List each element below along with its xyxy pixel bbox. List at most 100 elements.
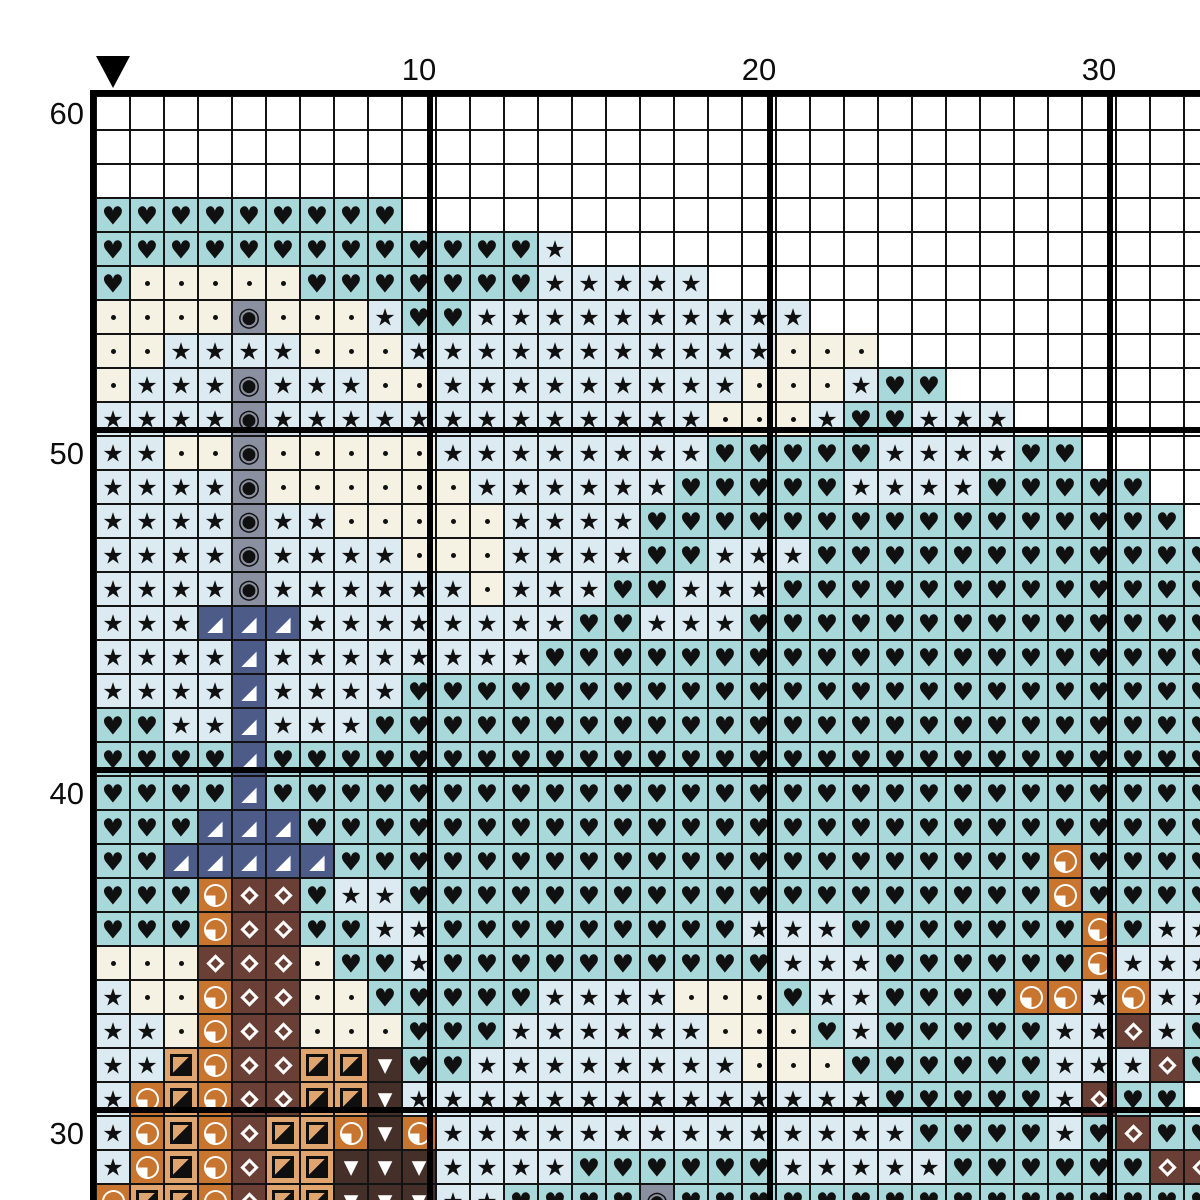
heart-symbol: ♥ [543, 813, 567, 842]
pattern-cell: ◉ [232, 538, 266, 572]
pattern-cell: ♥ [912, 368, 946, 402]
heart-symbol: ♥ [305, 235, 329, 264]
row-axis-label: 50 [49, 436, 84, 471]
star-symbol: ★ [102, 677, 124, 706]
heart-symbol: ♥ [679, 541, 703, 570]
star-symbol: ★ [714, 575, 736, 604]
star-symbol: ★ [476, 371, 498, 400]
pattern-cell: ★ [300, 640, 334, 674]
heart-symbol: ♥ [781, 813, 805, 842]
star-symbol: ★ [170, 337, 192, 366]
heart-symbol: ♥ [849, 881, 873, 910]
pattern-cell: ♥ [946, 606, 980, 640]
heart-symbol: ♥ [475, 779, 499, 808]
pattern-cell [96, 130, 130, 164]
pattern-cell: ♥ [844, 844, 878, 878]
pattern-cell [436, 470, 470, 504]
small-dot-symbol [144, 960, 150, 966]
pattern-cell [164, 1014, 198, 1048]
pattern-cell: ◉ [232, 470, 266, 504]
pattern-cell [130, 980, 164, 1014]
heart-symbol: ♥ [1155, 677, 1179, 706]
small-dot-symbol [348, 348, 354, 354]
pattern-cell: ★ [96, 436, 130, 470]
heart-symbol: ♥ [679, 1153, 703, 1182]
pattern-cell: ♥ [878, 538, 912, 572]
pattern-cell: ♥ [1048, 776, 1082, 810]
pattern-cell: ★ [130, 436, 164, 470]
heart-symbol: ♥ [985, 575, 1009, 604]
pattern-cell: ★ [674, 1048, 708, 1082]
pattern-cell: ★ [674, 606, 708, 640]
pattern-cell: ♥ [810, 470, 844, 504]
pattern-cell [1048, 844, 1082, 878]
heart-symbol: ♥ [747, 473, 771, 502]
pattern-cell [232, 912, 266, 946]
heart-symbol: ♥ [1019, 711, 1043, 740]
pattern-cell: ★ [776, 1116, 810, 1150]
pattern-cell: ♥ [980, 1184, 1014, 1200]
down-triangle-symbol: ▼ [377, 1054, 393, 1076]
pattern-cell: ♥ [776, 640, 810, 674]
pattern-cell: ♥ [844, 1048, 878, 1082]
pattern-cell [912, 164, 946, 198]
star-symbol: ★ [476, 1153, 498, 1182]
pattern-cell: ♥ [1184, 1116, 1200, 1150]
pattern-cell [334, 980, 368, 1014]
heart-symbol: ♥ [1190, 713, 1200, 738]
heart-symbol: ♥ [509, 677, 533, 706]
heart-symbol: ♥ [577, 881, 601, 910]
star-symbol: ★ [612, 473, 634, 502]
star-symbol: ★ [272, 711, 294, 740]
pattern-cell [572, 96, 606, 130]
pattern-cell: ♥ [776, 572, 810, 606]
pattern-cell [164, 1116, 198, 1150]
pattern-cell: ♥ [1014, 504, 1048, 538]
star-symbol: ★ [510, 507, 532, 536]
pattern-cell: ★ [368, 912, 402, 946]
quarter-circle-symbol [203, 917, 227, 941]
pattern-cell: ★ [164, 572, 198, 606]
pattern-cell: ★ [130, 606, 164, 640]
pattern-cell: ★ [572, 504, 606, 538]
heart-symbol: ♥ [985, 677, 1009, 706]
pattern-cell: ♥ [912, 1116, 946, 1150]
heart-symbol: ♥ [101, 745, 125, 774]
lower-right-triangle-symbol: ◢ [207, 849, 223, 874]
pattern-cell: ♥ [912, 810, 946, 844]
diamond-outline-symbol [273, 987, 293, 1007]
heart-symbol: ♥ [543, 881, 567, 910]
pattern-cell: ♥ [1184, 708, 1200, 742]
pattern-cell: ♥ [708, 470, 742, 504]
heart-symbol: ♥ [407, 711, 431, 740]
pattern-cell: ★ [606, 1014, 640, 1048]
pattern-cell [1048, 198, 1082, 232]
star-symbol: ★ [578, 1051, 600, 1080]
star-symbol: ★ [782, 1153, 804, 1182]
diamond-outline-symbol [205, 953, 225, 973]
pattern-cell [878, 96, 912, 130]
heart-symbol: ♥ [1087, 1119, 1111, 1148]
heart-symbol: ♥ [475, 949, 499, 978]
heart-symbol: ♥ [1121, 711, 1145, 740]
heart-symbol: ♥ [611, 609, 635, 638]
pattern-cell [572, 164, 606, 198]
pattern-cell [130, 130, 164, 164]
down-triangle-symbol: ▼ [344, 1192, 359, 1200]
pattern-cell [198, 266, 232, 300]
pattern-cell: ★ [912, 470, 946, 504]
pattern-cell: ★ [1116, 946, 1150, 980]
pattern-cell: ♥ [1184, 640, 1200, 674]
pattern-cell [96, 164, 130, 198]
pattern-cell: ★ [538, 980, 572, 1014]
pattern-cell: ♥ [572, 844, 606, 878]
pattern-cell: ♥ [674, 708, 708, 742]
pattern-cell: ♥ [470, 232, 504, 266]
pattern-cell: ♥ [572, 776, 606, 810]
pattern-cell: ♥ [980, 980, 1014, 1014]
pattern-cell: ♥ [912, 538, 946, 572]
heart-symbol: ♥ [1087, 745, 1111, 774]
pattern-cell: ♥ [810, 810, 844, 844]
heart-symbol: ♥ [713, 779, 737, 808]
pattern-cell: ♥ [674, 1150, 708, 1184]
